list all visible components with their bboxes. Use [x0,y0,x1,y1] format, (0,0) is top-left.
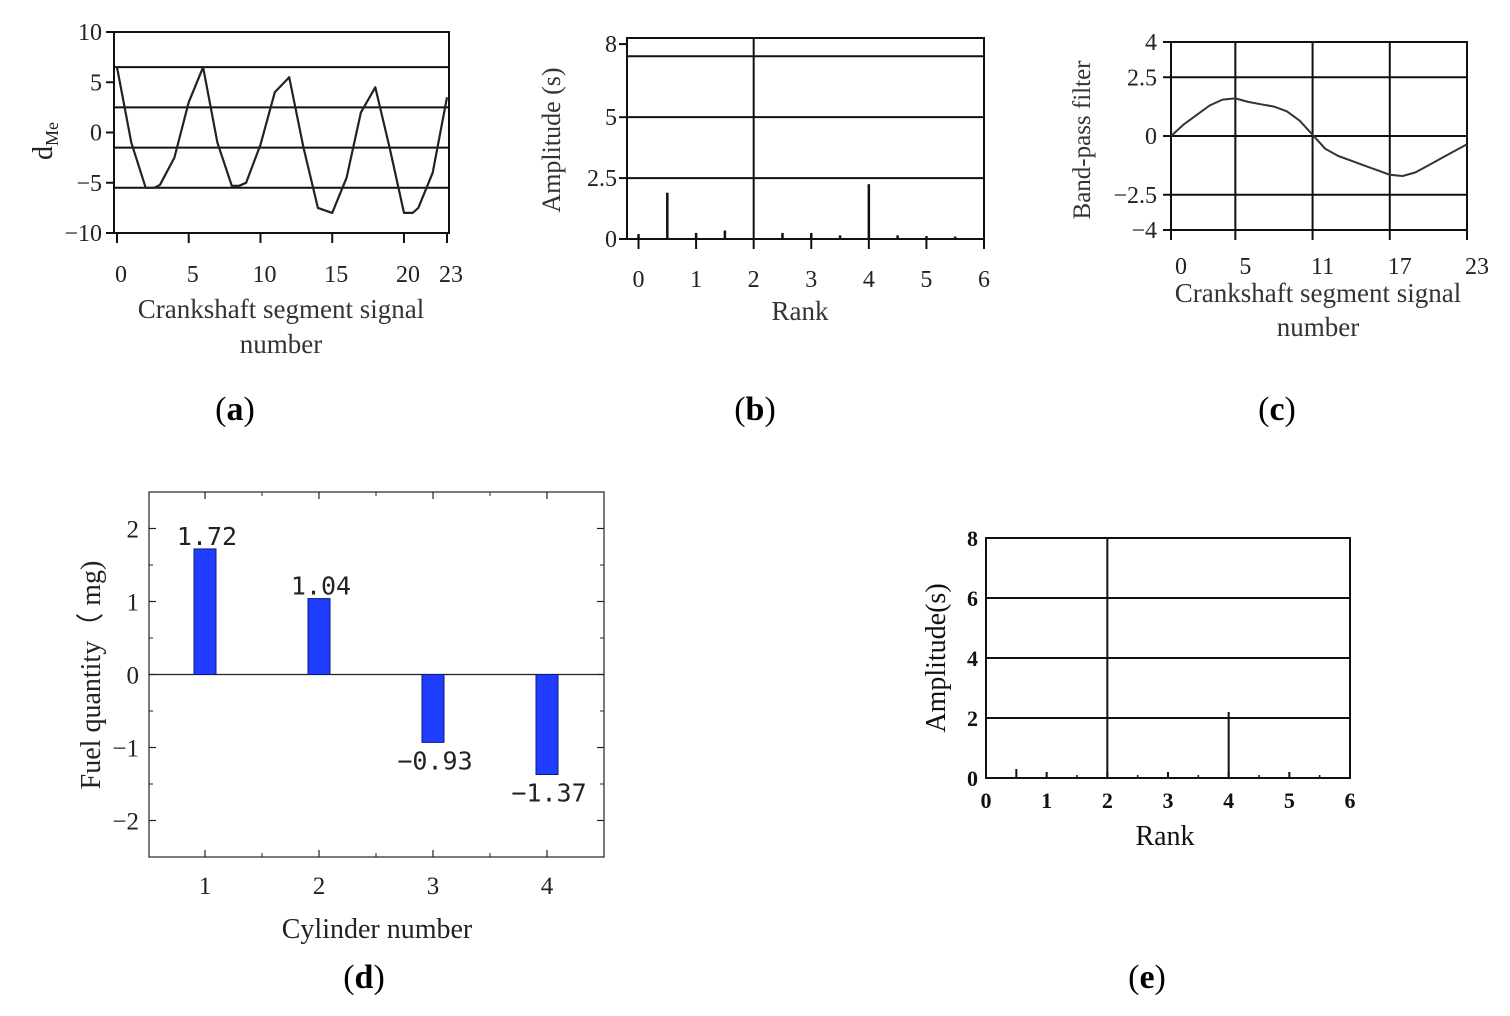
panel-b-xtick-label-0: 0 [633,267,645,293]
panel-a-xtick-label-3: 15 [324,262,348,288]
panel-a-ytick-label-0: 10 [78,20,102,46]
panel-d-fuel-bar-chart: 2 1 0 −1 −2 1 2 3 4 1.72 1.04 −0.93 −1.37 Fuel quan… [75,491,605,996]
panel-e-xtick-label-3: 3 [1163,788,1174,813]
panel-e-xlabel: Rank [1135,821,1194,852]
panel-c-xlabel-line1: Crankshaft segment signal [1175,278,1461,308]
panel-e-spectrum-chart: 8 6 4 2 0 0 1 2 3 4 5 6 Amplitude(s) Rank (e) [921,526,1356,996]
panel-b-ytick-label-0: 8 [605,32,617,58]
panel-c-xtick-label-2: 11 [1311,254,1334,280]
panel-d-ytick-label-4: −2 [112,809,139,836]
panel-d-ylabel: Fuel quantity（ mg) [75,561,107,790]
panel-d-value-label-0: 1.72 [177,522,237,551]
panel-a-ylabel: dMe [28,122,62,160]
panel-a-xtick-label-0: 0 [115,262,127,288]
panel-d-xtick-label-0: 1 [199,873,212,900]
panel-e-xtick-label-2: 2 [1102,788,1113,813]
panel-c-xtick-label-4: 23 [1465,254,1489,280]
panel-c-xtick-label-1: 5 [1239,254,1251,280]
panel-d-bar-cyl-2 [307,598,331,676]
panel-c-ylabel: Band-pass filter [1069,60,1096,220]
panel-e-xtick-label-5: 5 [1284,788,1295,813]
panel-d-ytick-label-0: 2 [127,517,140,544]
panel-a-ytick-label-4: −10 [64,221,102,247]
panel-d-ytick-label-2: 0 [127,663,140,690]
panel-e-xtick-label-0: 0 [981,788,992,813]
panel-c-ytick-label-2: 0 [1145,124,1157,150]
panel-e-ytick-label-3: 2 [967,706,978,731]
panel-d-ytick-label-3: −1 [112,736,139,763]
panel-e-ytick-label-1: 6 [967,586,978,611]
panel-a-xtick-label-1: 5 [187,262,199,288]
panel-c-caption: (c) [1258,391,1296,428]
panel-c-bandpass-chart: 4 2.5 0 −2.5 −4 0 5 11 17 23 Band-pass filter Cr… [1069,30,1489,428]
panel-a-ytick-label-3: −5 [76,171,102,197]
panel-b-ylabel: Amplitude (s) [537,67,566,212]
panel-b-xtick-label-5: 5 [920,267,932,293]
panel-d-bar-cyl-1 [193,548,217,675]
panel-e-xtick-label-6: 6 [1345,788,1356,813]
panel-e-ylabel: Amplitude(s) [921,583,952,732]
panel-b-ytick-label-2: 2.5 [587,166,617,192]
panel-b-xtick-label-1: 1 [690,267,702,293]
panel-a-xlabel-line1: Crankshaft segment signal [138,294,424,324]
panel-a-line-chart: 10 5 0 −5 −10 0 5 10 15 20 23 dMe Crankshaft segm… [28,20,463,428]
panel-a-xtick-label-4: 20 [396,262,420,288]
panel-e-ytick-label-2: 4 [967,646,978,671]
panel-d-bar-cyl-4 [535,674,559,776]
panel-e-xtick-label-1: 1 [1041,788,1052,813]
panel-d-xlabel: Cylinder number [282,914,473,945]
panel-d-value-label-1: 1.04 [291,572,351,601]
panel-e-ytick-label-4: 0 [967,766,978,791]
panel-a-series-line [115,66,449,214]
panel-b-spectrum-chart: 8 5 2.5 0 0 1 2 3 4 5 6 Amplitude (s) Rank (b) [537,32,990,428]
panel-e-ytick-label-0: 8 [967,526,978,551]
panel-b-xlabel: Rank [772,296,829,326]
panel-a-plot-frame [113,31,450,234]
panel-c-ytick-label-3: −2.5 [1113,183,1157,209]
panel-b-plot-frame [626,37,985,240]
panel-b-ytick-label-3: 0 [605,227,617,253]
panel-d-value-label-3: −1.37 [511,779,586,808]
panel-e-caption: (e) [1128,959,1166,996]
panel-c-xtick-label-0: 0 [1175,254,1187,280]
panel-a-ytick-label-2: 0 [90,121,102,147]
panel-a-ytick-label-1: 5 [90,70,102,96]
panel-d-xtick-label-1: 2 [313,873,326,900]
panel-b-xtick-label-2: 2 [748,267,760,293]
panel-d-xtick-label-2: 3 [427,873,440,900]
panel-d-value-label-2: −0.93 [397,746,472,775]
panel-b-xtick-label-4: 4 [863,267,875,293]
panel-c-xlabel-line2: number [1277,312,1359,342]
panel-a-xtick-label-2: 10 [252,262,276,288]
panel-c-xtick-label-3: 17 [1388,254,1412,280]
panel-d-ytick-label-1: 1 [127,590,140,617]
panel-b-ytick-label-1: 5 [605,105,617,131]
panel-d-xtick-label-3: 4 [541,873,554,900]
panel-b-caption: (b) [734,391,776,428]
panel-a-xtick-label-5: 23 [439,262,463,288]
panel-c-ytick-label-1: 2.5 [1127,65,1157,91]
panel-d-bar-cyl-3 [421,674,445,743]
panel-c-series-line [1170,97,1468,177]
panel-d-caption: (d) [343,959,385,996]
panel-c-ytick-label-4: −4 [1131,218,1157,244]
panel-a-caption: (a) [215,391,255,428]
panel-e-xtick-label-4: 4 [1223,788,1234,813]
panel-b-xtick-label-6: 6 [978,267,990,293]
panel-c-ytick-label-0: 4 [1145,30,1157,56]
panel-b-xtick-label-3: 3 [805,267,817,293]
panel-a-xlabel-line2: number [240,329,322,359]
